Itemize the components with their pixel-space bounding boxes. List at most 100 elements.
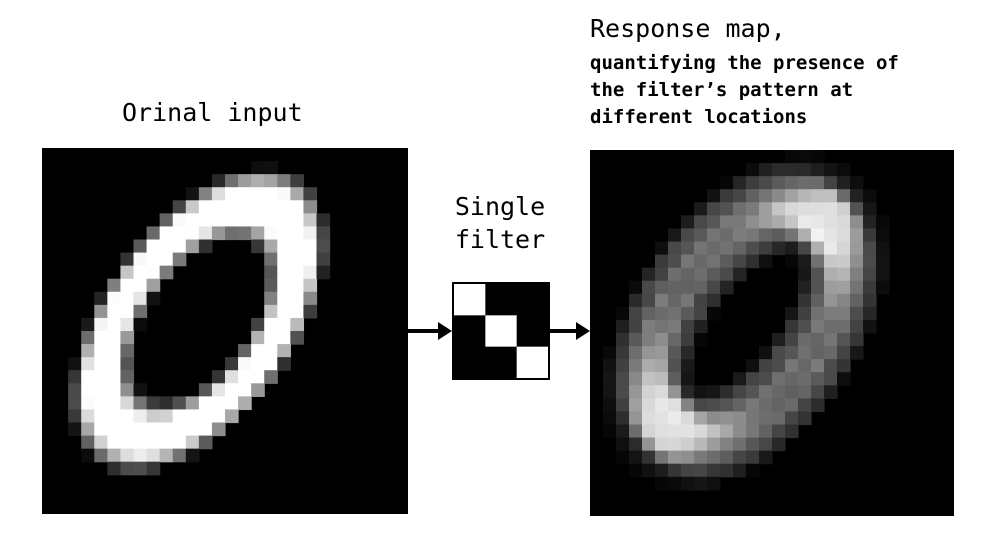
pixel xyxy=(759,176,773,190)
pixel xyxy=(655,463,669,478)
pixel xyxy=(746,411,760,426)
pixel xyxy=(133,239,148,254)
pixel xyxy=(798,359,812,373)
pixel xyxy=(876,267,890,282)
pixel xyxy=(120,409,135,424)
pixel xyxy=(720,241,734,256)
pixel xyxy=(759,411,773,426)
pixel xyxy=(798,293,812,308)
filter-title: Single filter xyxy=(446,190,554,256)
filter-cell xyxy=(485,346,518,379)
pixel xyxy=(681,359,695,373)
response-subtitle-line-2: the filter’s pattern at xyxy=(590,79,854,101)
pixel xyxy=(616,385,630,399)
pixel xyxy=(681,450,695,465)
pixel xyxy=(277,239,291,254)
pixel xyxy=(603,372,617,386)
pixel xyxy=(146,461,161,476)
pixel xyxy=(120,370,135,384)
pixel xyxy=(198,435,213,450)
pixel xyxy=(681,424,695,439)
pixel xyxy=(785,202,799,216)
pixel xyxy=(798,267,812,282)
pixel xyxy=(798,385,812,399)
pixel xyxy=(238,226,252,241)
pixel xyxy=(303,252,318,267)
pixel xyxy=(694,398,708,413)
filter-kernel-grid xyxy=(454,284,549,379)
pixel xyxy=(290,252,305,267)
pixel xyxy=(811,228,825,243)
pixel xyxy=(811,163,825,177)
filter-kernel xyxy=(452,282,550,380)
pixel xyxy=(746,372,760,386)
pixel xyxy=(681,319,695,334)
pixel xyxy=(837,215,851,230)
pixel xyxy=(837,306,851,321)
pixel xyxy=(759,241,773,256)
pixel xyxy=(707,215,721,230)
pixel xyxy=(146,265,161,280)
pixel xyxy=(863,306,877,321)
pixel xyxy=(798,202,812,216)
pixel xyxy=(681,476,695,491)
pixel xyxy=(746,359,760,373)
pixel xyxy=(681,398,695,413)
pixel xyxy=(824,319,838,334)
pixel xyxy=(733,437,747,452)
pixel xyxy=(655,476,669,491)
pixel xyxy=(694,293,708,308)
pixel xyxy=(668,437,682,452)
pixel xyxy=(668,293,682,308)
pixel xyxy=(655,333,669,347)
pixel xyxy=(824,189,838,203)
pixel xyxy=(277,304,291,319)
pixel xyxy=(798,228,812,243)
pixel xyxy=(655,306,669,321)
pixel xyxy=(811,150,825,164)
pixel xyxy=(120,252,135,267)
pixel xyxy=(616,319,630,334)
pixel xyxy=(133,409,148,424)
pixel xyxy=(603,346,617,360)
pixel xyxy=(238,213,252,228)
pixel xyxy=(107,448,122,463)
pixel xyxy=(759,346,773,360)
pixel xyxy=(146,435,161,450)
pixel xyxy=(850,254,864,269)
pixel xyxy=(837,228,851,243)
pixel xyxy=(225,409,239,424)
pixel xyxy=(81,383,95,397)
pixel xyxy=(733,385,747,399)
pixel xyxy=(772,372,786,386)
pixel xyxy=(759,189,773,203)
pixel xyxy=(863,215,877,230)
pixel xyxy=(238,383,252,397)
pixel xyxy=(798,398,812,413)
pixel xyxy=(863,189,877,203)
pixel xyxy=(733,241,747,256)
pixel xyxy=(316,252,331,267)
pixel xyxy=(616,372,630,386)
pixel xyxy=(133,396,148,411)
pixel xyxy=(172,422,187,437)
pixel xyxy=(120,265,135,280)
pixel xyxy=(707,189,721,203)
pixel xyxy=(772,189,786,203)
pixel xyxy=(837,319,851,334)
pixel xyxy=(707,306,721,321)
pixel xyxy=(120,422,135,437)
pixel xyxy=(159,213,174,228)
pixel xyxy=(629,424,643,439)
pixel xyxy=(850,267,864,282)
pixel xyxy=(642,306,656,321)
pixel xyxy=(668,228,682,243)
pixel xyxy=(772,385,786,399)
pixel xyxy=(668,319,682,334)
pixel xyxy=(225,370,239,384)
pixel xyxy=(694,476,708,491)
pixel xyxy=(120,357,135,371)
pixel xyxy=(146,396,161,411)
pixel xyxy=(81,331,95,345)
pixel xyxy=(120,396,135,411)
